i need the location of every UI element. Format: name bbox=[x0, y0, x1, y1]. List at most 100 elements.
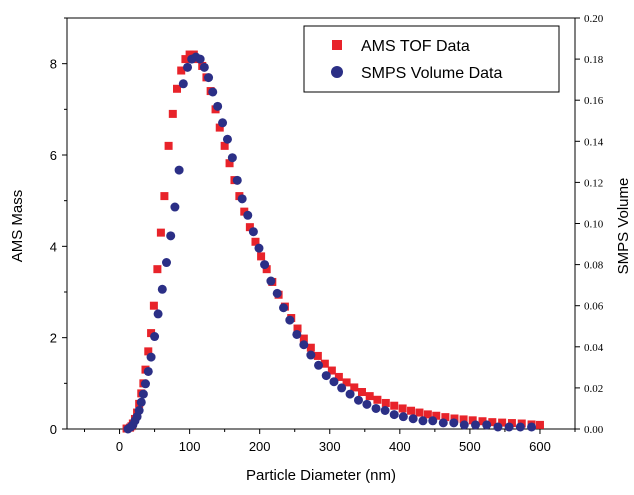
right-y-tick-label: 0.20 bbox=[584, 13, 604, 25]
ams-tof-point bbox=[398, 404, 407, 413]
smps-volume-point bbox=[345, 389, 355, 399]
smps-volume-point bbox=[140, 379, 150, 389]
smps-volume-point bbox=[183, 62, 193, 72]
ams-tof-point bbox=[313, 351, 322, 360]
smps-volume-point bbox=[438, 418, 448, 428]
ams-tof-point bbox=[153, 265, 162, 274]
ams-tof-point bbox=[147, 329, 156, 338]
ams-tof-point bbox=[488, 418, 497, 427]
smps-volume-point bbox=[166, 231, 176, 241]
smps-volume-point bbox=[150, 332, 160, 342]
smps-volume-point bbox=[195, 54, 205, 64]
smps-volume-point bbox=[243, 210, 253, 220]
ams-tof-point bbox=[225, 159, 234, 168]
smps-volume-point bbox=[371, 403, 381, 413]
smps-volume-point bbox=[449, 418, 459, 428]
smps-volume-point bbox=[266, 276, 276, 286]
smps-volume-point bbox=[232, 175, 242, 185]
smps-volume-point bbox=[260, 260, 270, 270]
ams-tof-point bbox=[407, 406, 416, 415]
smps-volume-series bbox=[123, 52, 537, 434]
ams-tof-point bbox=[156, 228, 165, 237]
x-tick-label: 100 bbox=[179, 439, 201, 454]
ams-tof-point bbox=[245, 223, 254, 232]
series-layer bbox=[122, 50, 544, 434]
legend-label: AMS TOF Data bbox=[361, 38, 470, 55]
smps-volume-point bbox=[314, 360, 324, 370]
smps-volume-point bbox=[459, 420, 469, 430]
smps-volume-point bbox=[285, 315, 295, 325]
ams-tof-point bbox=[459, 415, 468, 424]
right-y-tick-label: 0.02 bbox=[584, 383, 603, 395]
ams-tof-point bbox=[390, 401, 399, 410]
smps-volume-point bbox=[136, 397, 146, 407]
smps-volume-point bbox=[299, 340, 309, 350]
smps-volume-point bbox=[138, 389, 148, 399]
ams-tof-point bbox=[144, 347, 153, 356]
smps-volume-point bbox=[279, 303, 289, 313]
left-y-tick-label: 6 bbox=[50, 148, 57, 163]
left-y-tick-label: 2 bbox=[50, 331, 57, 346]
ams-tof-point bbox=[478, 417, 487, 426]
smps-volume-point bbox=[292, 329, 302, 339]
ams-tof-point bbox=[149, 301, 158, 310]
right-y-axis-label: SMPS Volume bbox=[615, 178, 632, 275]
ams-tof-point bbox=[160, 192, 169, 201]
smps-volume-point bbox=[153, 309, 163, 319]
left-y-axis-label: AMS Mass bbox=[9, 190, 26, 263]
smps-volume-point bbox=[237, 194, 247, 204]
smps-volume-point bbox=[482, 420, 492, 430]
ams-tof-point bbox=[320, 359, 329, 368]
ams-tof-point bbox=[334, 372, 343, 381]
right-y-tick-label: 0.18 bbox=[584, 54, 604, 66]
smps-volume-point bbox=[398, 412, 408, 422]
smps-volume-point bbox=[146, 352, 156, 362]
x-tick-label: 600 bbox=[529, 439, 551, 454]
smps-volume-point bbox=[515, 422, 525, 432]
ams-tof-point bbox=[164, 141, 173, 150]
ams-tof-point bbox=[251, 237, 260, 246]
smps-volume-point bbox=[321, 371, 331, 381]
ams-tof-point bbox=[468, 416, 477, 425]
ams-tof-point bbox=[306, 343, 315, 352]
ams-tof-point bbox=[350, 383, 359, 392]
legend-label: SMPS Volume Data bbox=[361, 65, 503, 82]
right-y-tick-label: 0.00 bbox=[584, 424, 604, 436]
smps-volume-point bbox=[213, 101, 223, 111]
smps-volume-point bbox=[471, 420, 481, 430]
smps-volume-point bbox=[353, 395, 363, 405]
ams-tof-point bbox=[168, 109, 177, 118]
legend-box bbox=[303, 25, 560, 93]
x-tick-label: 400 bbox=[389, 439, 411, 454]
smps-volume-point bbox=[272, 288, 282, 298]
smps-volume-point bbox=[337, 383, 347, 393]
ams-tof-point bbox=[415, 408, 424, 417]
ams-tof-point bbox=[220, 141, 229, 150]
ams-tof-point bbox=[365, 392, 374, 401]
left-y-tick-label: 4 bbox=[50, 239, 57, 254]
ams-tof-point bbox=[173, 84, 182, 93]
ams-tof-point bbox=[240, 207, 249, 216]
smps-volume-point bbox=[504, 422, 514, 432]
ams-tof-point bbox=[215, 123, 224, 132]
left-y-axis: 0 2 4 6 8 bbox=[50, 17, 67, 437]
legend: AMS TOF Data SMPS Volume Data bbox=[303, 25, 560, 93]
ams-tof-point bbox=[507, 419, 516, 428]
ams-tof-point bbox=[498, 418, 507, 427]
smps-volume-point bbox=[204, 73, 214, 83]
x-axis: 0 100 200 300 400 500 600 bbox=[84, 429, 576, 454]
ams-tof-point bbox=[262, 265, 271, 274]
ams-tof-point bbox=[441, 413, 450, 422]
x-tick-label: 200 bbox=[249, 439, 271, 454]
smps-volume-point bbox=[306, 350, 316, 360]
smps-volume-point bbox=[143, 366, 153, 376]
right-y-axis: 0.00 0.02 0.04 0.06 0.08 0.10 0.12 0.14 0.16 0.18… bbox=[575, 13, 604, 436]
right-y-tick-label: 0.04 bbox=[584, 342, 604, 354]
smps-volume-point bbox=[208, 87, 218, 97]
smps-volume-point bbox=[134, 406, 144, 416]
legend-square-marker bbox=[332, 40, 342, 50]
smps-volume-point bbox=[408, 414, 418, 424]
smps-volume-point bbox=[389, 410, 399, 420]
smps-volume-point bbox=[199, 62, 209, 72]
